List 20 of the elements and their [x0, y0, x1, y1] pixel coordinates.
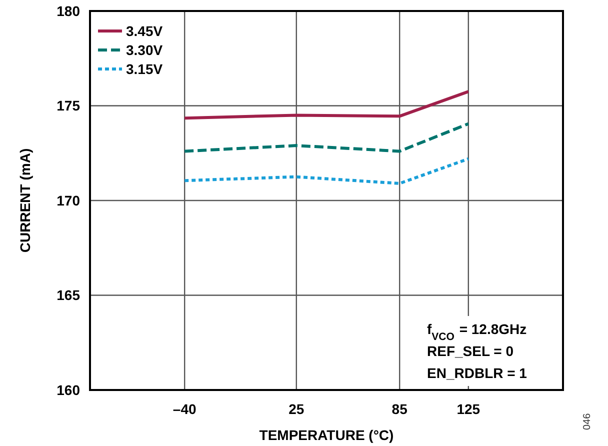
legend-label: 3.45V	[126, 22, 164, 39]
y-tick-label: 170	[56, 192, 80, 208]
legend-label: 3.30V	[126, 42, 164, 58]
x-axis-title: TEMPERATURE (°C)	[259, 427, 394, 443]
y-tick-label: 180	[56, 2, 80, 19]
annotation: f$_{VCO}$ = 12.8GHz	[427, 321, 527, 343]
x-tick-label: 25	[288, 401, 304, 417]
y-tick-label: 160	[56, 382, 80, 398]
annotation: REF_SEL = 0	[427, 343, 514, 359]
y-axis-title: CURRENT (mA)	[17, 148, 33, 253]
text: 046	[582, 412, 593, 430]
annotation: EN_RDBLR = 1	[427, 365, 528, 381]
x-tick-label: –40	[172, 401, 196, 417]
y-tick-label: 165	[56, 287, 80, 304]
line-series	[183, 157, 470, 185]
x-tick-label: 125	[456, 401, 480, 417]
line-series	[183, 90, 470, 120]
legend-label: 3.15V	[126, 60, 164, 77]
y-tick-label: 175	[56, 98, 80, 114]
x-tick-label: 85	[392, 401, 408, 417]
